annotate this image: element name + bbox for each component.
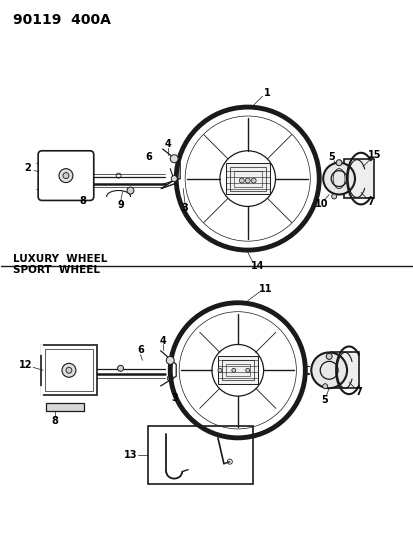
Circle shape (325, 353, 331, 359)
Text: 5: 5 (327, 152, 334, 161)
Circle shape (322, 384, 327, 389)
Circle shape (171, 175, 177, 182)
Text: 7: 7 (355, 387, 361, 397)
Text: 1: 1 (263, 88, 271, 98)
Circle shape (244, 178, 249, 183)
Bar (46, 403, 83, 411)
Circle shape (323, 163, 354, 195)
Circle shape (66, 367, 72, 373)
Text: LUXURY  WHEEL: LUXURY WHEEL (13, 254, 107, 264)
Bar (343, 159, 373, 198)
Text: 2: 2 (24, 163, 31, 173)
Text: 8: 8 (79, 197, 86, 206)
Circle shape (311, 352, 346, 388)
Bar (225, 365, 249, 376)
Circle shape (231, 368, 235, 372)
Circle shape (117, 365, 123, 372)
Circle shape (239, 178, 244, 183)
Circle shape (170, 155, 178, 163)
Text: 7: 7 (367, 197, 373, 207)
Bar (217, 357, 257, 384)
Bar (330, 352, 358, 388)
Text: 4: 4 (159, 335, 166, 345)
Text: 4: 4 (164, 139, 171, 149)
Circle shape (127, 187, 134, 194)
Text: 9: 9 (117, 200, 123, 211)
Circle shape (62, 364, 76, 377)
Text: 12: 12 (19, 360, 32, 370)
Bar (41, 345, 97, 395)
Bar (233, 171, 261, 187)
Circle shape (166, 357, 174, 365)
Circle shape (245, 368, 249, 372)
Text: 3: 3 (181, 204, 188, 213)
Text: 5: 5 (320, 395, 327, 405)
Circle shape (335, 160, 341, 166)
Text: 6: 6 (145, 152, 152, 161)
Circle shape (63, 173, 69, 179)
Bar (45, 350, 93, 391)
Text: 3: 3 (171, 393, 178, 403)
Bar (148, 426, 252, 483)
Text: SPORT  WHEEL: SPORT WHEEL (13, 265, 100, 275)
Text: 14: 14 (250, 261, 264, 271)
Bar (229, 167, 265, 190)
Text: 15: 15 (367, 150, 381, 160)
Text: 8: 8 (52, 416, 58, 426)
FancyBboxPatch shape (38, 151, 93, 200)
Circle shape (217, 368, 221, 372)
Text: 11: 11 (258, 284, 272, 294)
Bar (221, 360, 253, 380)
Text: 90119  400A: 90119 400A (13, 13, 111, 27)
Text: 13: 13 (123, 450, 137, 460)
Circle shape (59, 168, 73, 183)
Bar (225, 163, 269, 195)
Text: 10: 10 (314, 199, 327, 209)
Circle shape (251, 178, 256, 183)
Text: 6: 6 (137, 345, 143, 356)
Circle shape (331, 194, 336, 199)
